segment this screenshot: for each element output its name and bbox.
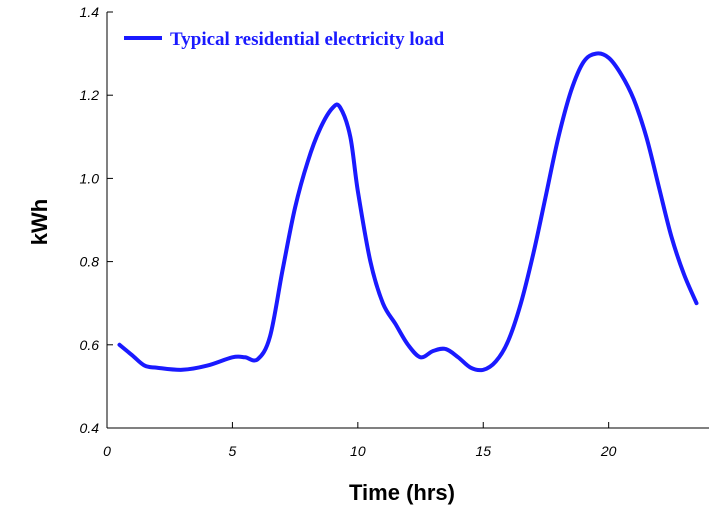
x-tick-label: 5 (229, 443, 237, 459)
y-tick-label: 1.0 (80, 170, 100, 186)
y-tick-label: 0.8 (80, 254, 100, 270)
y-tick-label: 0.6 (80, 337, 100, 353)
y-tick-label: 0.4 (80, 420, 100, 436)
y-tick-label: 1.2 (80, 87, 100, 103)
y-axis-ticks: 0.4 0.6 0.8 1.0 1.2 1.4 (80, 4, 113, 436)
x-axis-title: Time (hrs) (349, 480, 455, 505)
series-line (117, 51, 699, 373)
x-tick-label: 15 (475, 443, 491, 459)
x-tick-label: 10 (350, 443, 366, 459)
x-axis-ticks: 0 5 10 15 20 (103, 422, 617, 459)
legend-label: Typical residential electricity load (170, 29, 445, 50)
x-tick-label: 0 (103, 443, 111, 459)
y-axis-title: kWh (27, 199, 52, 245)
plot-area (106, 12, 709, 429)
x-tick-label: 20 (600, 443, 617, 459)
y-tick-label: 1.4 (80, 4, 100, 20)
legend: Typical residential electricity load (124, 29, 445, 50)
